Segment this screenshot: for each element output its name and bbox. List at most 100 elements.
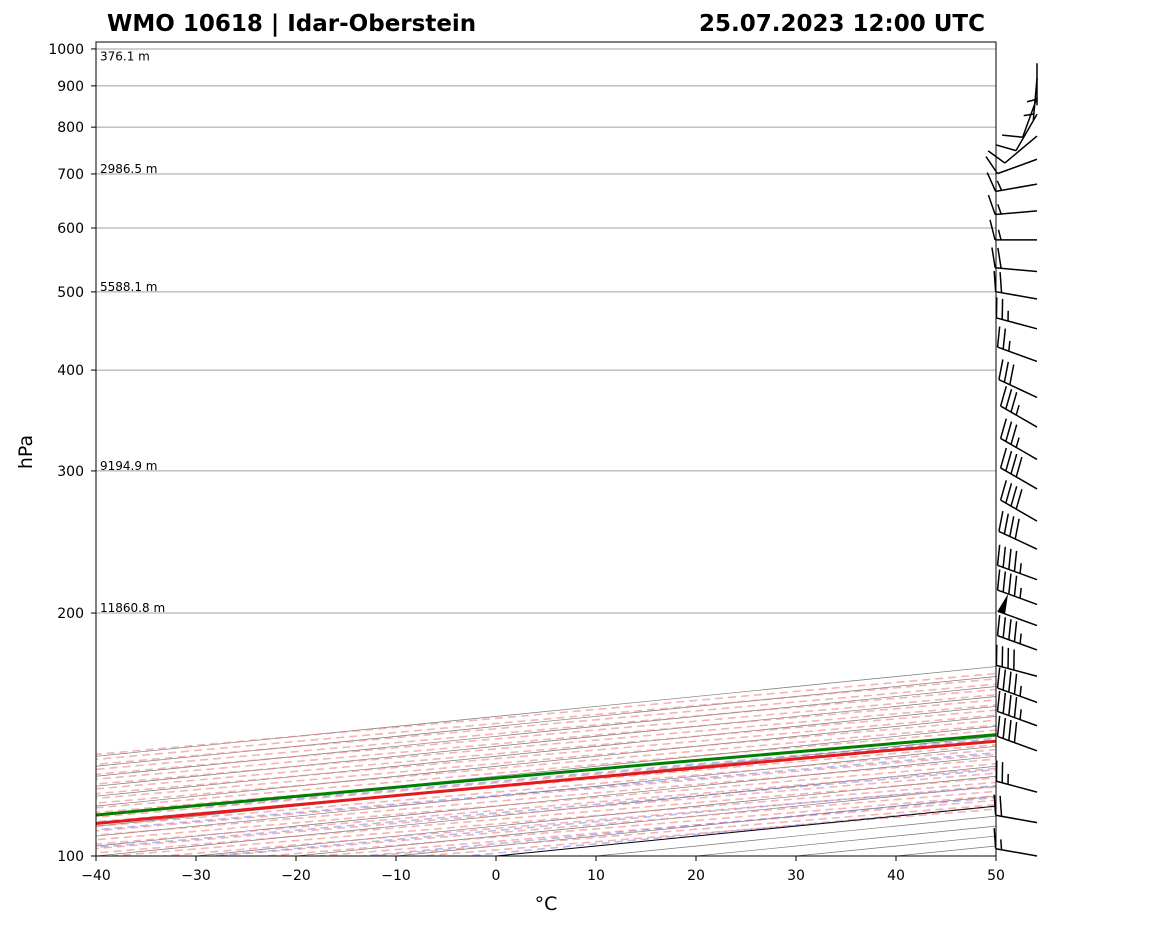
chart-title-station: WMO 10618 | Idar-Oberstein	[107, 11, 476, 37]
isotherm-line	[96, 736, 996, 827]
wind-barb-full-flag	[1015, 489, 1023, 510]
wind-barb-full-flag	[999, 447, 1008, 469]
wind-barb	[999, 480, 1038, 522]
background-lines	[96, 48, 996, 856]
wind-barb-full-flag	[1013, 575, 1018, 597]
wind-barb-staff	[1015, 113, 1038, 151]
wind-barb-staff	[1000, 405, 1038, 428]
wind-barb-full-flag	[1008, 573, 1012, 595]
moist-adiabat-line	[96, 768, 996, 849]
isotherm-line	[295, 785, 996, 856]
wind-barbs	[985, 63, 1038, 857]
wind-barb-full-flag	[999, 480, 1008, 501]
dry-adiabat-line	[96, 724, 996, 804]
x-axis-ticks: −40 −30 −20 −10 0 10 20 30 40 50	[81, 856, 1005, 884]
wind-barb-full-flag	[987, 194, 996, 215]
isotherm-line	[96, 676, 996, 767]
wind-barb-staff	[995, 814, 1038, 824]
wind-barb-full-flag	[996, 544, 1001, 566]
wind-barb-full-flag	[1010, 392, 1018, 413]
wind-barb	[999, 418, 1038, 461]
y-tick-label: 400	[57, 363, 84, 379]
wind-barb-full-flag	[986, 172, 997, 192]
x-tick-label: 0	[492, 868, 501, 884]
y-tick-label: 1000	[48, 42, 84, 58]
height-label: 11860.8 m	[100, 601, 165, 615]
dry-adiabat-line	[266, 795, 996, 856]
wind-barb-full-flag	[999, 386, 1008, 407]
wind-barb	[995, 760, 1038, 793]
dry-adiabat-line	[96, 744, 996, 823]
wind-barb	[996, 544, 1038, 581]
wind-barb-half-flag	[1015, 437, 1020, 448]
wind-barb-full-flag	[987, 150, 1006, 164]
isotherm-line	[395, 795, 996, 856]
isotherm-line	[96, 666, 996, 757]
height-label: 2986.5 m	[100, 162, 158, 176]
wind-barb-full-flag	[1013, 621, 1018, 642]
wind-barb-staff	[997, 346, 1038, 363]
wind-barb	[996, 569, 1038, 606]
x-tick-label: 30	[787, 868, 805, 884]
wind-barb-full-flag	[998, 511, 1004, 532]
wind-barb	[1026, 63, 1038, 106]
wind-barb-full-flag	[1013, 550, 1018, 572]
wind-barb-half-flag	[996, 180, 1003, 191]
dry-adiabat-line	[96, 762, 996, 841]
wind-barb	[996, 690, 1038, 727]
wind-barb-staff	[997, 735, 1038, 752]
wind-barb-staff	[995, 183, 1038, 193]
wind-barb-full-flag	[1002, 669, 1007, 691]
wind-barb-full-flag	[991, 247, 996, 268]
moist-adiabat-line	[198, 737, 996, 808]
moist-adiabat-line	[96, 751, 996, 831]
wind-barb-staff	[997, 564, 1038, 581]
dry-adiabat-line	[96, 704, 996, 785]
wind-barb	[993, 828, 1038, 857]
dry-adiabat-line	[96, 688, 996, 771]
wind-barb-staff	[997, 158, 1038, 175]
wind-barb-half-flag	[1019, 633, 1022, 644]
wind-barb	[1002, 97, 1038, 138]
wind-barb	[996, 667, 1038, 704]
isotherm-line	[96, 726, 996, 817]
chart-title-time: 25.07.2023 12:00 UTC	[699, 11, 985, 37]
wind-barb-staff	[997, 589, 1038, 606]
wind-barb	[996, 715, 1038, 752]
x-tick-label: −40	[81, 868, 111, 884]
wind-barb	[998, 359, 1038, 399]
wind-barb-full-flag	[985, 156, 999, 175]
x-tick-label: −10	[381, 868, 411, 884]
dry-adiabat-line	[318, 799, 996, 856]
wind-barb-full-flag	[1003, 361, 1010, 383]
wind-barb-full-flag	[1002, 717, 1007, 739]
wind-barb-half-flag	[1019, 709, 1022, 720]
dry-adiabat-line	[422, 808, 996, 856]
y-tick-label: 900	[57, 79, 84, 95]
moist-adiabat-line	[362, 796, 996, 856]
wind-barb	[998, 511, 1038, 550]
wind-barb-full-flag	[1003, 513, 1010, 535]
y-tick-label: 200	[57, 606, 84, 622]
isotherm-line	[96, 716, 996, 807]
wind-barb	[993, 794, 1038, 824]
height-label: 376.1 m	[100, 49, 150, 63]
wind-barb	[985, 156, 1038, 175]
y-tick-label: 100	[57, 849, 84, 865]
dry-adiabat-line	[96, 714, 996, 795]
wind-barb-full-flag	[997, 247, 1002, 269]
dry-adiabat-line	[96, 729, 996, 809]
wind-barb-full-flag	[1005, 421, 1013, 442]
wind-barb-staff	[997, 687, 1038, 704]
wind-barb-full-flag	[1008, 719, 1012, 741]
wind-barb-full-flag	[989, 219, 996, 241]
x-tick-label: −30	[181, 868, 211, 884]
wind-barb-full-flag	[996, 569, 1001, 591]
dry-adiabat-line	[96, 758, 996, 837]
height-label: 5588.1 m	[100, 280, 158, 294]
wind-barb-full-flag	[1008, 548, 1012, 570]
wind-barb-full-flag	[1010, 424, 1018, 445]
zero-isotherm-line	[495, 805, 996, 856]
dry-adiabat-line	[96, 734, 996, 814]
wind-barb-half-flag	[997, 229, 1002, 241]
